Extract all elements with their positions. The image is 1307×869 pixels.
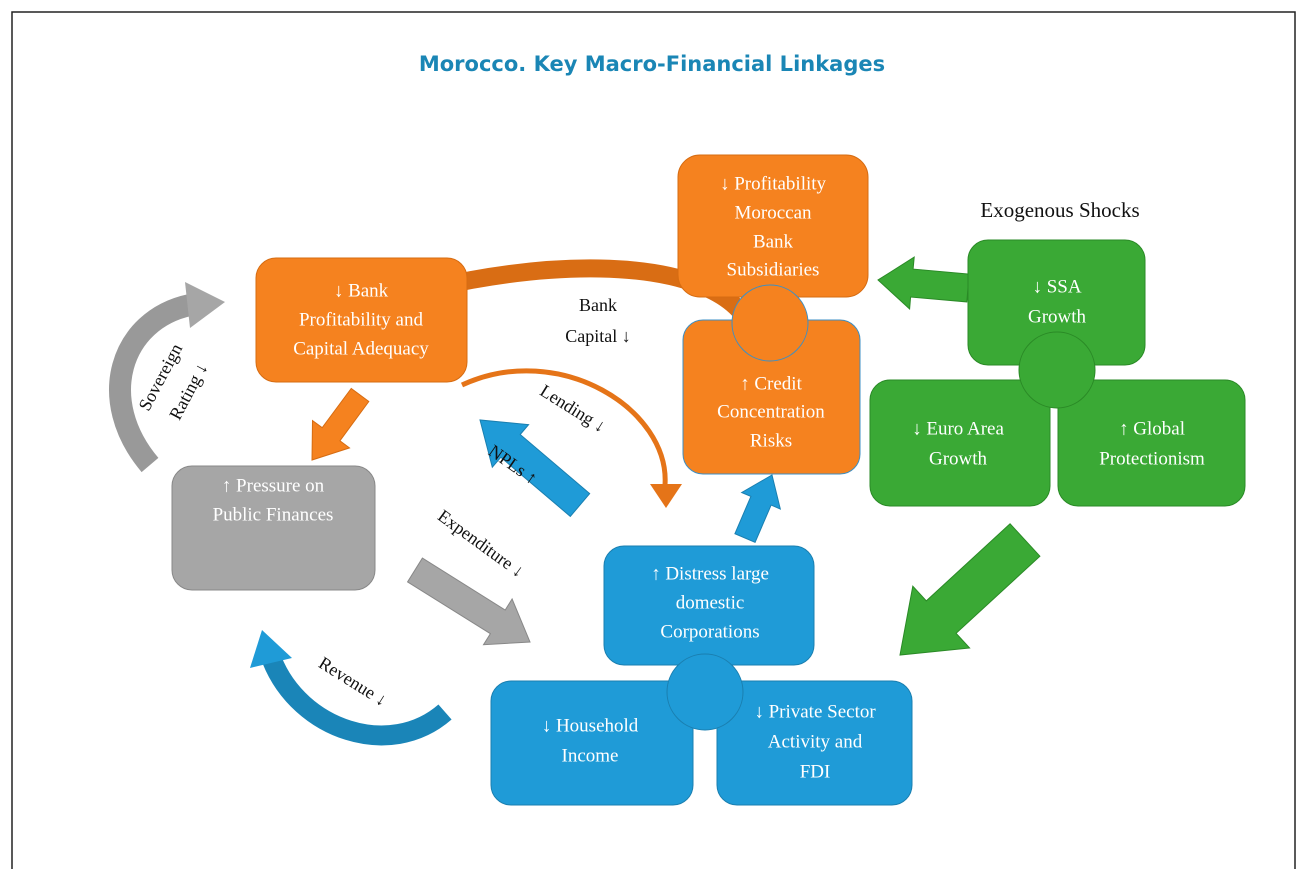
node-box: [171, 465, 376, 591]
node-box: [869, 379, 1051, 507]
arrow-head: [250, 630, 292, 668]
node-label: ↑ Distress large: [651, 563, 769, 584]
node-label: Risks: [750, 430, 792, 451]
block-arrow: [899, 523, 1041, 656]
node-label: Capital Adequacy: [293, 338, 429, 359]
connector: [666, 653, 744, 731]
title: Morocco. Key Macro-Financial Linkages: [419, 52, 885, 76]
group-label: Exogenous Shocks: [980, 198, 1139, 222]
arrow-head: [185, 282, 225, 328]
node-label: ↓ Profitability: [720, 173, 827, 194]
block-arrow: [734, 474, 782, 543]
node-box: [716, 680, 913, 806]
node-label: FDI: [800, 761, 831, 782]
node-label: Income: [562, 745, 619, 766]
connector: [1018, 331, 1096, 409]
edge-label: Capital ↓: [565, 326, 631, 346]
block-arrow: [311, 387, 370, 461]
node-label: ↓ SSA: [1032, 276, 1081, 297]
node-label: Bank: [753, 231, 794, 252]
node-label: Subsidiaries: [727, 259, 820, 280]
node-label: ↓ Bank: [334, 280, 389, 301]
node-box: [1057, 379, 1246, 507]
edge-label: Bank: [579, 295, 617, 315]
curved-arrow: [109, 294, 193, 473]
block-arrow: [479, 419, 591, 518]
node-label: Corporations: [660, 621, 759, 642]
node-label: Moroccan: [734, 202, 812, 223]
curved-arrow: [460, 368, 668, 486]
node-label: Profitability and: [299, 309, 424, 330]
node-box: [490, 680, 694, 806]
node-label: Public Finances: [213, 504, 334, 525]
node-labels: ↓ Profitability Moroccan Bank Subsidiari…: [213, 173, 1205, 782]
node-label: ↓ Household: [542, 715, 639, 736]
node-label: Growth: [1028, 306, 1087, 327]
node-label: ↓ Private Sector: [754, 701, 876, 722]
node-label: Activity and: [768, 731, 863, 752]
curved-arrow: [262, 655, 452, 746]
connector: [731, 284, 809, 362]
node-label: ↓ Euro Area: [912, 418, 1004, 439]
node-label: Concentration: [717, 401, 825, 422]
node-label: ↑ Global: [1119, 418, 1185, 439]
block-arrow: [406, 557, 531, 646]
boxes: [171, 154, 1246, 806]
arrow-head: [650, 484, 682, 508]
block-arrow: [877, 256, 970, 310]
node-label: domestic: [676, 592, 745, 613]
node-label: Growth: [929, 448, 988, 469]
node-label: ↑ Credit: [740, 373, 802, 394]
node-label: ↑ Pressure on: [222, 475, 325, 496]
node-box: [255, 257, 468, 383]
node-label: Protectionism: [1099, 448, 1205, 469]
